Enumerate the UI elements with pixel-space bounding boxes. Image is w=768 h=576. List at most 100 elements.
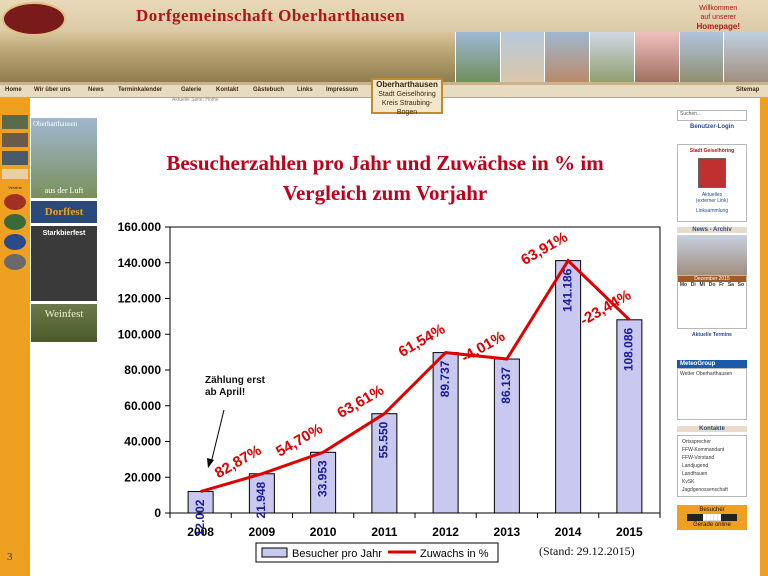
bar-value-label: 141.186 <box>560 268 574 312</box>
x-tick-label: 2013 <box>494 525 521 539</box>
starkbierfest-banner[interactable]: Starkbierfest <box>31 226 97 301</box>
weinfest-banner[interactable]: Weinfest <box>31 304 97 342</box>
search-input[interactable]: Suchen... <box>677 110 747 121</box>
page-number: 3 <box>7 551 13 563</box>
site-header: Dorfgemeinschaft Oberharthausen Willkomm… <box>0 0 768 85</box>
nav-home[interactable]: Home <box>5 87 22 93</box>
x-tick-label: 2014 <box>555 525 582 539</box>
aerial-photo[interactable]: Oberharthausen aus der Luft <box>31 118 97 198</box>
meteogroup-header: MeteoGroup <box>677 360 747 368</box>
y-tick-label: 40.000 <box>124 435 161 449</box>
y-tick-label: 0 <box>154 506 161 520</box>
aktuelle-termine-link[interactable]: Aktuelle Termine <box>692 332 732 338</box>
right-sidebar: Suchen... Benutzer-Login Stadt Geiselhör… <box>677 110 747 530</box>
x-tick-label: 2008 <box>187 525 214 539</box>
legend-bar-swatch <box>261 547 288 558</box>
bar <box>616 319 643 514</box>
calendar-widget[interactable]: Dezember 2015 Mo Di Mi Do Fr Sa So <box>677 275 747 329</box>
left-thumb-1[interactable] <box>2 115 28 129</box>
vereine-label: Vereine <box>8 185 22 190</box>
y-tick-label: 60.000 <box>124 399 161 413</box>
bar-value-label: 12.002 <box>193 499 207 536</box>
counting-annotation: Zählung erst ab April! <box>205 375 266 398</box>
bar <box>493 358 520 514</box>
right-sidebar-strip <box>760 97 768 576</box>
legend-line-label: Zuwachs in % <box>420 548 489 560</box>
growth-label: 54,70% <box>273 420 326 460</box>
nav-galerie[interactable]: Galerie <box>181 87 202 93</box>
nav-wir-ueber-uns[interactable]: Wir über uns <box>34 87 71 93</box>
nav-impressum[interactable]: Impressum <box>326 87 359 93</box>
growth-label: -4,01% <box>458 328 508 366</box>
verein-icon-1[interactable] <box>4 194 26 210</box>
growth-label: 63,61% <box>334 382 387 422</box>
coat-of-arms-icon[interactable] <box>698 158 726 188</box>
x-tick-label: 2010 <box>310 525 337 539</box>
growth-label: -23,44% <box>577 287 634 330</box>
stand-date: (Stand: 29.12.2015) <box>539 544 635 558</box>
kontakte-header: Kontakte <box>677 426 747 432</box>
bar <box>187 491 214 514</box>
chart-axes: 0 20.000 40.000 60.000 80.000 100.000 120.000 1… <box>118 220 661 539</box>
banner-photos <box>455 32 768 82</box>
nav-links[interactable]: Links <box>297 87 313 93</box>
site-title: Dorfgemeinschaft Oberharthausen <box>136 6 406 25</box>
bar-value-label: 21.948 <box>254 481 268 518</box>
nav-kontakt[interactable]: Kontakt <box>216 87 239 93</box>
plot-area <box>169 226 661 514</box>
y-tick-label: 140.000 <box>118 256 162 270</box>
dorffest-banner[interactable]: Dorffest <box>31 201 97 223</box>
bar-value-label: 33.953 <box>315 460 329 497</box>
welcome-text: Willkommen auf unserer Homepage! <box>696 5 740 31</box>
left-thumb-2[interactable] <box>2 133 28 147</box>
verein-icon-3[interactable] <box>4 234 26 250</box>
x-tick-label: 2015 <box>616 525 643 539</box>
news-photo[interactable] <box>677 235 747 275</box>
nav-news[interactable]: News <box>88 87 104 93</box>
verein-icon-2[interactable] <box>4 214 26 230</box>
growth-label: 61,54% <box>396 321 449 361</box>
left-sidebar-strip: Vereine <box>0 97 30 576</box>
y-tick-label: 120.000 <box>118 292 162 306</box>
y-tick-label: 160.000 <box>118 220 162 234</box>
nav-gaestebuch[interactable]: Gästebuch <box>253 87 285 93</box>
growth-label: 63,91% <box>518 229 571 269</box>
left-thumb-4[interactable] <box>2 169 28 179</box>
annotation-arrow-head <box>207 458 214 468</box>
bar <box>371 413 398 514</box>
bar <box>432 352 459 514</box>
linksammlung-link[interactable]: Linksammlung <box>695 208 729 214</box>
growth-label: 82,87% <box>212 442 265 482</box>
bar-value-label: 55.550 <box>377 421 391 458</box>
nav-sitemap[interactable]: Sitemap <box>736 87 760 93</box>
y-tick-label: 20.000 <box>124 470 161 484</box>
nav-terminkalender[interactable]: Terminkalender <box>118 87 163 93</box>
bar <box>310 451 337 514</box>
verein-icon-4[interactable] <box>4 254 26 270</box>
left-thumb-3[interactable] <box>2 151 28 165</box>
landscape-banner <box>0 32 455 82</box>
y-tick-label: 80.000 <box>124 363 161 377</box>
x-tick-label: 2009 <box>249 525 276 539</box>
bar-value-label: 89.737 <box>438 360 452 397</box>
chart-title: Besucherzahlen pro Jahr und Zuwächse in … <box>166 151 604 205</box>
bar-value-label: 86.137 <box>499 367 513 404</box>
kontakte-list: Ortssprecher FFW-Kommandant FFW-Vorstand… <box>677 435 747 497</box>
legend-box <box>255 542 499 563</box>
bar <box>555 260 582 514</box>
current-page-indicator: Aktuelle Seite: Home <box>172 97 219 103</box>
news-archiv-header[interactable]: News - Archiv <box>677 227 747 233</box>
dorfgemeinschaft-logo[interactable] <box>2 2 66 36</box>
chart-legend: Besucher pro Jahr Zuwachs in % <box>255 542 499 563</box>
login-link[interactable]: Benutzer-Login <box>690 124 734 130</box>
y-tick-label: 100.000 <box>118 327 162 341</box>
besucher-counter: Besucher █████ Gerade online <box>677 505 747 530</box>
stadt-box: Stadt Geiselhöring Aktuelles (externer L… <box>677 144 747 222</box>
legend-bar-label: Besucher pro Jahr <box>292 548 382 560</box>
bar <box>248 473 275 514</box>
x-tick-label: 2011 <box>371 525 397 539</box>
weather-widget[interactable]: Wetter Oberharthausen <box>677 368 747 420</box>
annotation-arrow-shaft <box>210 409 225 464</box>
left-photo-column: Oberharthausen aus der Luft Dorffest Sta… <box>31 118 97 345</box>
bar-value-label: 108.086 <box>622 327 636 371</box>
